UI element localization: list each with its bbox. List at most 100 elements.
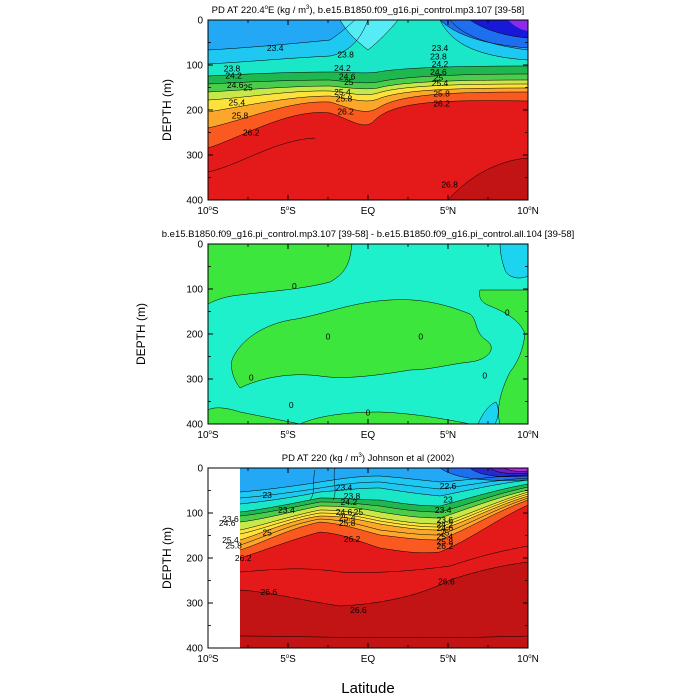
figure-xlabel: Latitude (341, 680, 394, 697)
contour-label: 25.8 (339, 518, 356, 528)
contour-label: 23.4 (435, 505, 452, 515)
contour-label: 0 (482, 370, 487, 380)
x-tick-label: EQ (361, 430, 376, 441)
contour-label: 0 (505, 307, 510, 317)
y-tick-label: 0 (197, 240, 203, 251)
contour-lines-top (208, 20, 528, 200)
contour-label: 26.2 (344, 534, 361, 544)
y-tick-label: 100 (186, 509, 203, 520)
contour-label: 26.6 (438, 576, 455, 586)
contour-label: 25 (262, 527, 272, 537)
contour-label: 24.6 (227, 80, 244, 90)
x-tick-label: 5oS (280, 654, 296, 665)
y-tick-label: 0 (197, 16, 203, 27)
contour-label: 23.4 (267, 43, 284, 53)
x-tick-label: 10oN (517, 430, 539, 441)
contour-label: 23.8 (337, 50, 354, 60)
y-tick-label: 300 (186, 151, 203, 162)
panel-middle-title: b.e15.B1850.f09_g16.pi_control.mp3.107 [… (162, 229, 575, 240)
y-tick-label: 400 (186, 196, 203, 207)
contour-label: 25.4 (222, 535, 239, 545)
contour-label: 22.6 (440, 481, 457, 491)
positive-patch-topleft (208, 244, 352, 304)
panel-middle-field: 0 0 0 0 0 0 0 0 (208, 244, 528, 424)
band-cap-light (340, 20, 398, 50)
contour-label: 26.2 (437, 541, 454, 551)
contour-label: 0 (249, 373, 254, 383)
contour-label: 25 (434, 73, 444, 83)
contour-label: 0 (326, 332, 331, 342)
positive-patch-bottom (300, 412, 470, 424)
panel-bottom-axes: 10oS 5oS EQ 5oN 10oN 0 100 200 300 400 (186, 464, 539, 666)
y-tick-label: 100 (186, 61, 203, 72)
contour-label: 25.4 (432, 78, 449, 88)
contour-label: 24.2 (432, 59, 449, 69)
contour-label: 26.8 (441, 180, 458, 190)
positive-patch-center (231, 299, 492, 388)
x-tick-label: 10oS (197, 206, 218, 217)
contour-label: 23.4 (432, 43, 449, 53)
panel-bottom: PD AT 220 (kg / m3) Johnson et al (2002) (160, 453, 539, 665)
panel-top-title: PD AT 220.4oE (kg / m3), b.e15.B1850.f09… (212, 5, 525, 16)
x-tick-label: 10oN (517, 654, 539, 665)
contour-label: 23 (262, 490, 272, 500)
x-tick-label: 5oN (440, 430, 456, 441)
contour-label: 25.4 (229, 97, 246, 107)
panel-bottom-ylabel: DEPTH (m) (160, 527, 174, 589)
contour-label: 25 (243, 83, 253, 93)
contour-label: 25.4 (437, 531, 454, 541)
negative-patch-bottomright (478, 402, 499, 424)
positive-patch-bottomleft (208, 407, 300, 424)
contour-label: 25.8 (232, 110, 249, 120)
x-tick-label: 5oS (280, 430, 296, 441)
contour-label: 26.2 (337, 106, 354, 116)
band-deep (448, 158, 528, 200)
contour-labels-top: 23.423.824.224.6 2525.425.826.223.824.224… (224, 43, 458, 190)
negative-patch-topright (500, 244, 528, 278)
contour-label: 24.6 (336, 507, 353, 517)
contour-label: 23.8 (430, 51, 447, 61)
panel-bottom-field: 2323.423.624.62525.425.826.226.623.423.8… (219, 468, 528, 648)
contour-label: 25 (344, 77, 354, 87)
contour-label: 25 (354, 507, 364, 517)
contour-label: 23 (443, 495, 453, 505)
contour-label: 24.6 (219, 518, 236, 528)
panel-bottom-title: PD AT 220 (kg / m3) Johnson et al (2002) (282, 453, 455, 464)
contour-label: 25.8 (336, 93, 353, 103)
contour-label: 24.2 (341, 497, 358, 507)
contour-label: 26.2 (433, 98, 450, 108)
contour-label: 23.8 (224, 64, 241, 74)
contour-label: 23.8 (344, 491, 361, 501)
contour-label: 0 (418, 332, 423, 342)
y-tick-label: 200 (186, 106, 203, 117)
positive-patch-right (479, 290, 528, 424)
contour-label: 26.6 (261, 587, 278, 597)
contour-label: 24.6 (430, 67, 447, 77)
y-tick-label: 300 (186, 599, 203, 610)
y-tick-label: 200 (186, 554, 203, 565)
panel-top-ylabel: DEPTH (m) (160, 79, 174, 141)
contour-label: 24.2 (437, 519, 454, 529)
x-tick-label: 5oN (440, 654, 456, 665)
panel-top-field: 23.423.824.224.6 2525.425.826.223.824.224… (208, 20, 528, 200)
contour-label: 0 (289, 400, 294, 410)
y-tick-label: 400 (186, 420, 203, 431)
y-tick-label: 100 (186, 285, 203, 296)
contour-label: 26.2 (243, 128, 260, 138)
x-tick-label: EQ (361, 654, 376, 665)
x-tick-label: 5oS (280, 206, 296, 217)
x-tick-label: 10oS (197, 654, 218, 665)
contour-labels-middle: 0 0 0 0 0 0 0 0 (249, 281, 510, 417)
x-tick-label: 5oN (440, 206, 456, 217)
y-tick-label: 400 (186, 644, 203, 655)
band-21-4-b (504, 468, 528, 472)
contour-label: 25.4 (339, 513, 356, 523)
contour-label: 23.4 (278, 505, 295, 515)
contour-label: 24.6 (339, 72, 356, 82)
contour-label: 25.8 (433, 88, 450, 98)
x-tick-label: 10oN (517, 206, 539, 217)
panel-top-axes: 10oS 5oS EQ 5oN 10oN 0 100 200 300 400 (186, 16, 539, 218)
contour-label: 25.4 (334, 87, 351, 97)
panel-top: PD AT 220.4oE (kg / m3), b.e15.B1850.f09… (160, 5, 539, 217)
contour-label: 23.6 (222, 514, 239, 524)
